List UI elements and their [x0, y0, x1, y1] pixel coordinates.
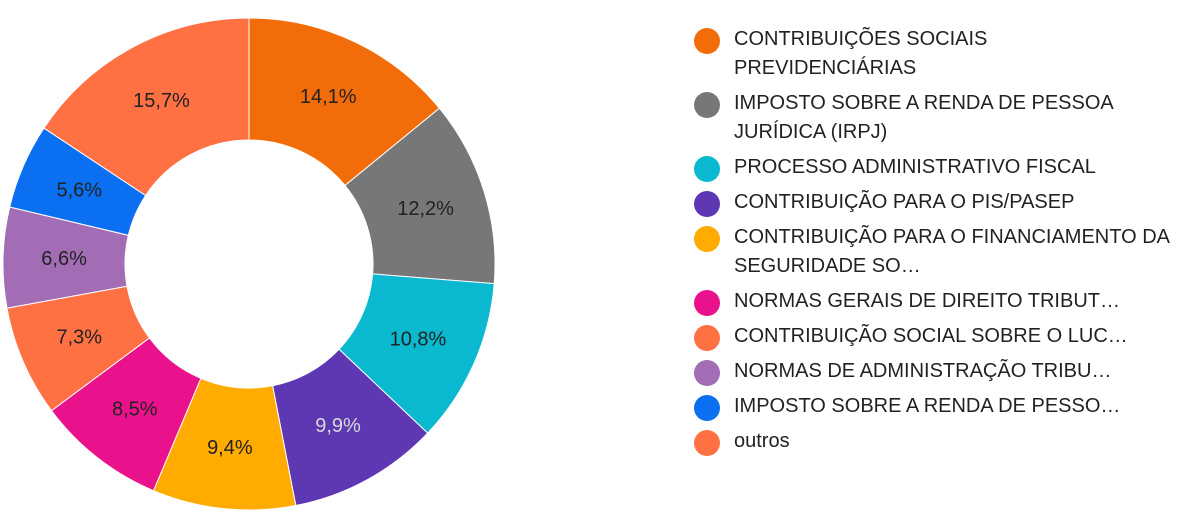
legend-item-9[interactable]: IMPOSTO SOBRE A RENDA DE PESSO…	[694, 392, 1174, 421]
legend-swatch-icon	[694, 290, 720, 316]
slice-value-label-3: 10,8%	[390, 328, 447, 350]
legend-item-10[interactable]: outros	[694, 427, 1174, 456]
donut-plot: 14,1% 12,2% 10,8% 9,9% 9,4% 8,5% 7,3% 6,6% 5,6% 1…	[2, 17, 496, 511]
legend-label: CONTRIBUIÇÃO PARA O PIS/PASEP	[734, 191, 1075, 213]
slice-value-label-10: 15,7%	[133, 90, 190, 112]
legend-item-5[interactable]: CONTRIBUIÇÃO PARA O FINANCIAMENTO DA SEG…	[694, 223, 1174, 281]
legend-item-4[interactable]: CONTRIBUIÇÃO PARA O PIS/PASEP	[694, 188, 1174, 217]
legend-item-7[interactable]: CONTRIBUIÇÃO SOCIAL SOBRE O LUC…	[694, 322, 1174, 351]
legend-item-3[interactable]: PROCESSO ADMINISTRATIVO FISCAL	[694, 153, 1174, 182]
slice-value-label-4: 9,9%	[315, 415, 361, 437]
legend-label: NORMAS DE ADMINISTRAÇÃO TRIBU…	[734, 360, 1112, 382]
slice-value-label-2: 12,2%	[397, 198, 454, 220]
legend: CONTRIBUIÇÕES SOCIAIS PREVIDENCIÁRIAS IMP…	[694, 25, 1174, 462]
legend-label: PROCESSO ADMINISTRATIVO FISCAL	[734, 156, 1096, 178]
slice-value-label-5: 9,4%	[207, 437, 253, 459]
donut-slice-10[interactable]	[43, 17, 250, 197]
legend-swatch-icon	[694, 325, 720, 351]
legend-swatch-icon	[694, 360, 720, 386]
slice-value-label-7: 7,3%	[57, 327, 103, 349]
donut-slice-1[interactable]	[248, 17, 441, 187]
slice-value-label-9: 5,6%	[57, 179, 103, 201]
legend-label: IMPOSTO SOBRE A RENDA DE PESSO…	[734, 395, 1121, 417]
slice-value-label-8: 6,6%	[41, 248, 87, 270]
legend-label: CONTRIBUIÇÃO SOCIAL SOBRE O LUC…	[734, 325, 1128, 347]
legend-swatch-icon	[694, 156, 720, 182]
legend-label: NORMAS GERAIS DE DIREITO TRIBUT…	[734, 290, 1120, 312]
legend-swatch-icon	[694, 191, 720, 217]
legend-item-6[interactable]: NORMAS GERAIS DE DIREITO TRIBUT…	[694, 287, 1174, 316]
legend-swatch-icon	[694, 28, 720, 54]
legend-swatch-icon	[694, 395, 720, 421]
legend-item-8[interactable]: NORMAS DE ADMINISTRAÇÃO TRIBU…	[694, 357, 1174, 386]
legend-swatch-icon	[694, 430, 720, 456]
legend-swatch-icon	[694, 92, 720, 118]
legend-label: CONTRIBUIÇÃO PARA O FINANCIAMENTO DA SEG…	[734, 226, 1169, 277]
slice-value-label-1: 14,1%	[300, 86, 357, 108]
legend-item-1[interactable]: CONTRIBUIÇÕES SOCIAIS PREVIDENCIÁRIAS	[694, 25, 1174, 83]
slice-value-label-6: 8,5%	[112, 399, 158, 421]
legend-label: outros	[734, 430, 790, 452]
legend-label: IMPOSTO SOBRE A RENDA DE PESSOA JURÍDICA…	[734, 92, 1113, 143]
legend-swatch-icon	[694, 226, 720, 252]
legend-item-2[interactable]: IMPOSTO SOBRE A RENDA DE PESSOA JURÍDICA…	[694, 89, 1174, 147]
legend-label: CONTRIBUIÇÕES SOCIAIS PREVIDENCIÁRIAS	[734, 28, 988, 79]
